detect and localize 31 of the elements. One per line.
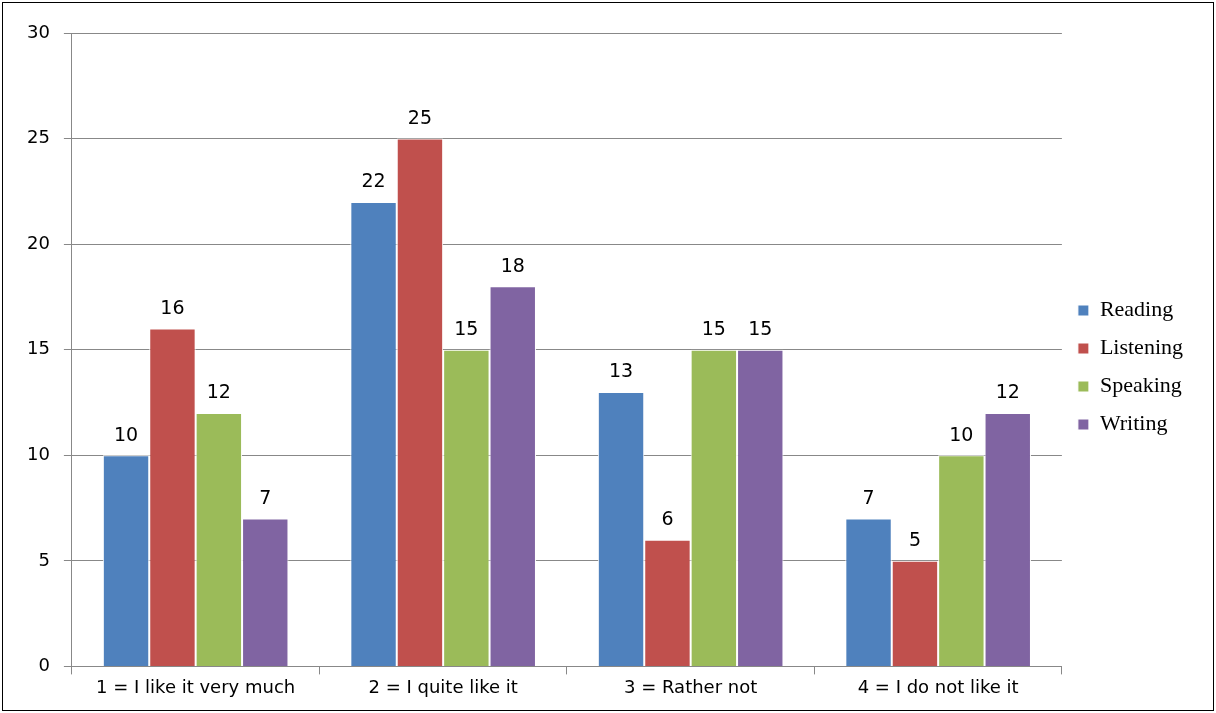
data-label: 7: [862, 486, 875, 509]
data-label: 25: [407, 106, 433, 128]
x-tick-label: 3 = Rather not: [624, 675, 758, 697]
legend-label: Writing: [1099, 410, 1168, 436]
data-label: 22: [361, 169, 386, 192]
y-tick-label: 0: [38, 654, 50, 676]
data-label: 10: [113, 422, 139, 445]
data-label: 16: [160, 296, 185, 319]
y-tick-label: 15: [27, 337, 50, 359]
data-label: 10: [949, 422, 974, 445]
y-tick-label: 25: [27, 126, 50, 148]
x-tick-label: 4 = I do not like it: [857, 675, 1019, 697]
y-tick-label: 5: [38, 548, 50, 570]
data-label: 12: [206, 380, 231, 403]
y-tick-label: 20: [27, 231, 50, 253]
data-label: 15: [701, 317, 726, 340]
data-label: 7: [259, 486, 272, 509]
data-label: 15: [748, 317, 773, 340]
data-label: 12: [995, 380, 1020, 403]
data-label: 18: [500, 253, 525, 276]
y-tick-label: 10: [27, 442, 50, 464]
legend-label: Listening: [1099, 334, 1184, 360]
y-tick-label: 30: [27, 20, 50, 42]
x-tick-label: 1 = I like it very much: [96, 675, 296, 697]
data-label: 5: [908, 528, 921, 551]
legend-label: Reading: [1099, 296, 1174, 322]
data-label: 6: [661, 507, 674, 530]
data-label: 15: [454, 317, 479, 340]
legend-label: Speaking: [1099, 372, 1182, 398]
x-tick-label: 2 = I quite like it: [368, 675, 518, 697]
data-label: 13: [608, 359, 634, 382]
